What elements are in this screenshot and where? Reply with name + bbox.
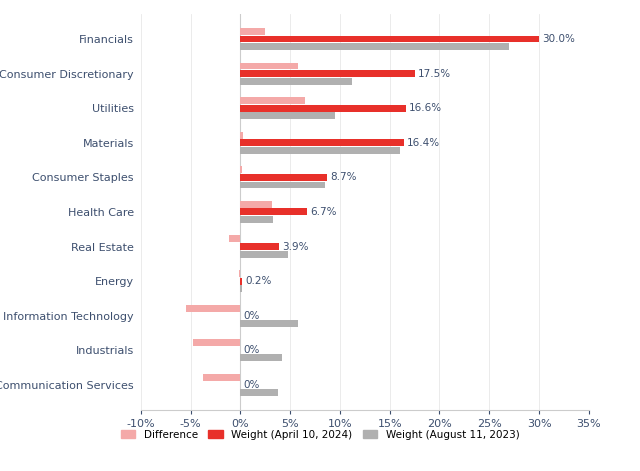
- Bar: [241, 166, 242, 173]
- Text: 6.7%: 6.7%: [310, 207, 337, 217]
- Text: 30.0%: 30.0%: [542, 34, 575, 44]
- Bar: [241, 43, 509, 50]
- Bar: [241, 63, 298, 69]
- Text: 8.7%: 8.7%: [330, 172, 356, 182]
- Bar: [241, 174, 327, 181]
- Bar: [241, 97, 305, 104]
- Bar: [229, 236, 241, 243]
- Bar: [202, 374, 241, 381]
- Bar: [239, 270, 241, 277]
- Bar: [241, 216, 273, 223]
- Text: 16.6%: 16.6%: [408, 103, 442, 113]
- Bar: [241, 78, 352, 85]
- Bar: [186, 305, 241, 311]
- Bar: [241, 243, 279, 250]
- Bar: [241, 285, 243, 292]
- Bar: [241, 105, 406, 112]
- Bar: [241, 28, 265, 35]
- Bar: [241, 389, 278, 396]
- Bar: [241, 355, 282, 361]
- Bar: [241, 251, 288, 258]
- Text: 0%: 0%: [243, 311, 260, 321]
- Legend: Difference, Weight (April 10, 2024), Weight (August 11, 2023): Difference, Weight (April 10, 2024), Wei…: [116, 426, 524, 444]
- Text: 0.2%: 0.2%: [245, 276, 272, 286]
- Bar: [241, 132, 243, 138]
- Bar: [241, 181, 325, 188]
- Bar: [241, 147, 399, 154]
- Bar: [241, 201, 272, 208]
- Bar: [241, 36, 539, 42]
- Bar: [241, 70, 415, 77]
- Bar: [193, 339, 241, 346]
- Bar: [241, 209, 307, 215]
- Text: 0%: 0%: [243, 345, 260, 355]
- Text: 3.9%: 3.9%: [282, 242, 308, 252]
- Bar: [241, 320, 298, 327]
- Text: 17.5%: 17.5%: [417, 69, 451, 79]
- Text: 16.4%: 16.4%: [406, 138, 440, 148]
- Text: 0%: 0%: [243, 380, 260, 390]
- Bar: [241, 113, 335, 119]
- Bar: [241, 278, 243, 284]
- Bar: [241, 139, 404, 146]
